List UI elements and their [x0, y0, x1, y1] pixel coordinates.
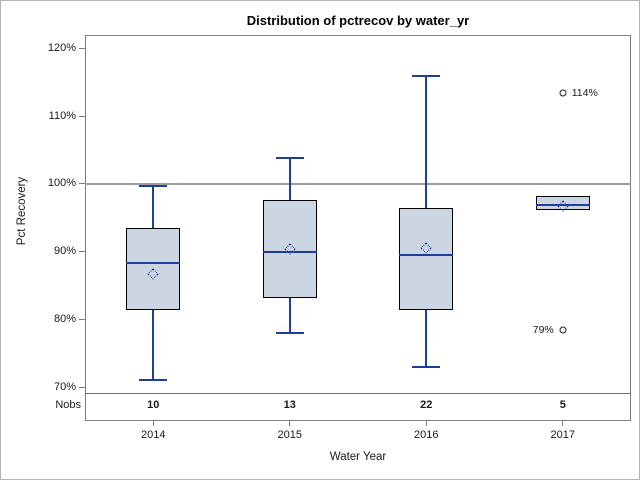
nobs-value: 13 — [283, 399, 296, 411]
median-line — [126, 262, 181, 265]
whisker-cap-bottom — [139, 379, 168, 382]
plot-frame — [85, 35, 631, 421]
outlier-label: 114% — [571, 86, 598, 99]
whisker-cap-bottom — [412, 365, 441, 368]
y-axis-title: Pct Recovery — [16, 176, 28, 246]
y-tick-label: 80% — [53, 312, 76, 325]
whisker-cap-bottom — [275, 331, 304, 334]
whisker-cap-top — [139, 185, 168, 187]
outlier-point — [559, 89, 567, 97]
x-axis-tick — [562, 421, 564, 426]
chart-title: Distribution of pctrecov by water_yr — [246, 13, 470, 28]
x-axis-title: Water Year — [329, 451, 387, 463]
median-line — [399, 254, 454, 257]
y-axis-tick — [79, 251, 85, 253]
nobs-value: 5 — [559, 399, 566, 411]
x-axis-tick — [152, 421, 154, 426]
whisker-cap-top — [412, 74, 441, 77]
nobs-row-header: Nobs — [55, 399, 81, 411]
y-axis-tick — [79, 115, 85, 117]
y-axis-tick — [79, 386, 85, 388]
y-tick-label: 100% — [47, 177, 76, 190]
whisker-cap-top — [275, 157, 304, 160]
y-axis-tick — [79, 318, 85, 320]
y-tick-label: 120% — [47, 42, 76, 55]
box-rect — [399, 208, 454, 310]
x-tick-label: 2017 — [550, 429, 575, 441]
box-rect — [535, 196, 590, 211]
y-tick-label: 90% — [53, 245, 76, 258]
block-separator-line — [85, 393, 631, 394]
median-line — [262, 251, 317, 254]
x-tick-label: 2014 — [141, 429, 166, 441]
nobs-value: 22 — [420, 399, 433, 411]
outlier-point — [559, 326, 567, 334]
x-axis-tick — [289, 421, 291, 426]
outlier-label: 79% — [532, 324, 554, 337]
y-tick-label: 70% — [53, 380, 76, 393]
reference-line — [85, 182, 631, 185]
y-axis-tick — [79, 183, 85, 185]
box-rect — [262, 199, 317, 299]
x-tick-label: 2016 — [414, 429, 439, 441]
nobs-value: 10 — [147, 399, 160, 411]
y-tick-label: 110% — [48, 109, 76, 122]
x-tick-label: 2015 — [277, 429, 302, 441]
x-axis-tick — [425, 421, 427, 426]
box-rect — [126, 228, 181, 310]
y-axis-tick — [79, 48, 85, 50]
median-line — [535, 203, 590, 206]
